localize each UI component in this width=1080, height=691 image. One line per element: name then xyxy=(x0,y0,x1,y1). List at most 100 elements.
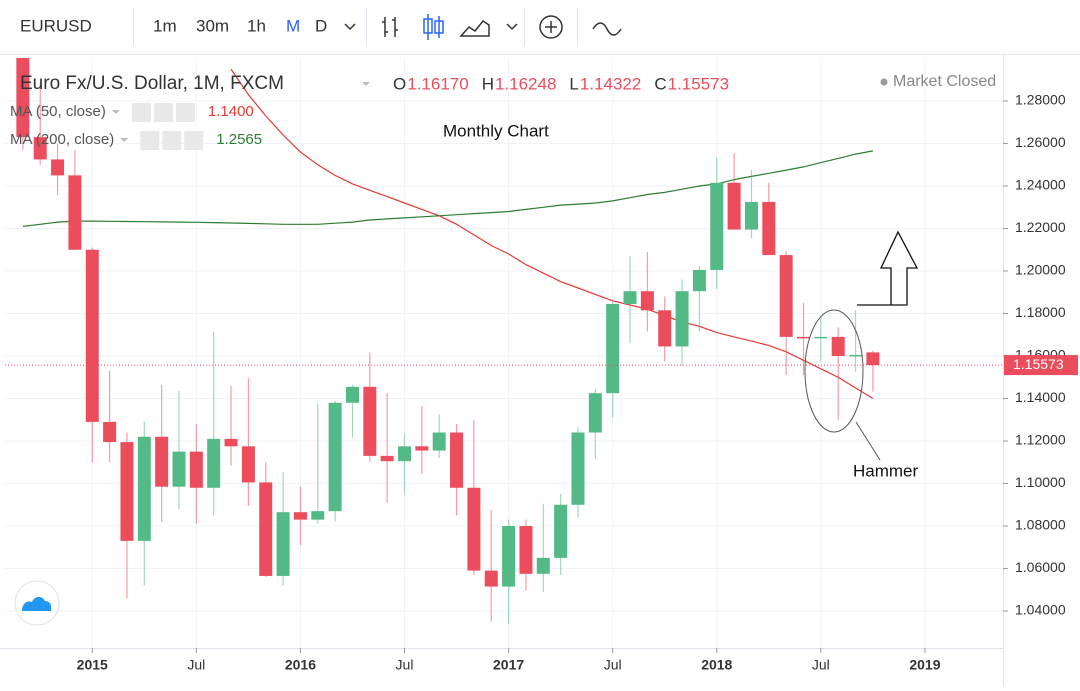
candle-body xyxy=(779,255,793,337)
y-tick-label: 1.04000 xyxy=(1015,602,1066,618)
candle-body xyxy=(831,336,845,357)
ohlc-key: H xyxy=(482,74,494,93)
candle-body xyxy=(588,393,602,433)
candle-body xyxy=(519,526,533,574)
candle-body xyxy=(744,201,758,230)
candle-body xyxy=(155,436,169,487)
y-tick-label: 1.20000 xyxy=(1015,262,1066,278)
ohlc-header: O 1.16170 H 1.16248 L 1.14322 C 1.15573 xyxy=(393,74,729,93)
candle-body xyxy=(276,512,290,576)
candle-body xyxy=(259,482,273,576)
y-tick-label: 1.22000 xyxy=(1015,219,1066,235)
x-tick-label: Jul xyxy=(604,657,622,673)
ma-line xyxy=(230,68,874,400)
candle-body xyxy=(484,570,498,587)
ohlc-value: 1.16170 xyxy=(407,74,468,93)
candle-body xyxy=(345,386,359,403)
legend-button[interactable] xyxy=(153,103,173,122)
candle-body xyxy=(467,487,481,571)
ma-line xyxy=(22,150,874,227)
x-tick-label: 2019 xyxy=(909,657,940,673)
symbol[interactable]: EURUSD xyxy=(20,16,92,35)
interval-button[interactable]: D xyxy=(315,16,327,35)
candle-body xyxy=(502,526,516,587)
compare-icon[interactable] xyxy=(592,22,622,36)
candle-body xyxy=(814,336,828,339)
candle-body xyxy=(207,438,221,488)
candle-body xyxy=(640,291,654,311)
legend-value: 1.2565 xyxy=(216,131,262,148)
candle-body xyxy=(120,442,134,541)
candle-body xyxy=(849,354,863,357)
x-tick-label: 2016 xyxy=(285,657,316,673)
x-tick-label: 2018 xyxy=(701,657,732,673)
add-indicator[interactable] xyxy=(539,15,563,39)
interval-button[interactable]: 1m xyxy=(153,16,177,35)
chart-title: Euro Fx/U.S. Dollar, 1M, FXCM xyxy=(20,73,284,94)
legend-button[interactable] xyxy=(175,103,195,122)
ohlc-value: 1.16248 xyxy=(495,74,556,93)
candle-body xyxy=(398,446,412,462)
candle-body xyxy=(172,451,186,487)
legend-value: 1.1400 xyxy=(208,103,254,120)
legend-button[interactable] xyxy=(184,131,204,150)
labels: 1.04000 1.06000 1.08000 1.10000 1.12000 1.140… xyxy=(77,92,1078,673)
dropdown-icon xyxy=(362,82,370,86)
y-tick-label: 1.26000 xyxy=(1015,134,1066,150)
y-tick-label: 1.24000 xyxy=(1015,177,1066,193)
candle-body xyxy=(658,310,672,347)
interval-button[interactable]: M xyxy=(286,16,300,35)
candle-icon[interactable] xyxy=(423,14,444,40)
candle-body xyxy=(189,451,203,488)
legend: MA (50, close) 1.1400 MA (200, close) 1.256… xyxy=(10,103,262,150)
legend-button[interactable] xyxy=(162,131,182,150)
legend-label: MA (200, close) xyxy=(10,131,114,148)
pointer-line xyxy=(855,421,881,461)
last-price-label: 1.15573 xyxy=(1013,356,1064,372)
y-tick-label: 1.08000 xyxy=(1015,517,1066,533)
legend-button[interactable] xyxy=(131,103,151,122)
annotation: Monthly Chart xyxy=(443,121,549,140)
y-tick-label: 1.06000 xyxy=(1015,559,1066,575)
candle-body xyxy=(68,175,82,250)
bar-icon[interactable] xyxy=(382,17,398,37)
legend-label: MA (50, close) xyxy=(10,103,106,120)
up-arrow xyxy=(857,230,919,306)
plot xyxy=(5,58,1003,624)
x-tick-label: Jul xyxy=(187,657,205,673)
candle-body xyxy=(536,557,550,574)
candle-body xyxy=(380,455,394,462)
legend-dropdown[interactable] xyxy=(111,110,120,114)
highlight-ellipse xyxy=(804,309,864,433)
candle-body xyxy=(727,182,741,230)
candle-body xyxy=(85,249,99,422)
y-tick-label: 1.14000 xyxy=(1015,389,1066,405)
y-tick-label: 1.18000 xyxy=(1015,304,1066,320)
candle-body xyxy=(51,159,65,176)
y-tick-label: 1.28000 xyxy=(1015,92,1066,108)
dropdown-icon[interactable] xyxy=(344,23,356,31)
candle-body xyxy=(415,446,429,451)
candle-body xyxy=(675,291,689,347)
ohlc-value: 1.14322 xyxy=(580,74,641,93)
candle-body xyxy=(432,432,446,451)
y-tick-label: 1.10000 xyxy=(1015,474,1066,490)
legend-button[interactable] xyxy=(140,131,160,150)
ohlc-value: 1.15573 xyxy=(668,74,729,93)
area-icon[interactable] xyxy=(459,19,490,37)
candle-body xyxy=(33,137,47,160)
candle-body xyxy=(710,182,724,270)
candle-body xyxy=(450,432,464,488)
market-status: Market Closed xyxy=(893,73,996,90)
interval-button[interactable]: 1h xyxy=(247,16,266,35)
interval-button[interactable]: 30m xyxy=(196,16,229,35)
dropdown-icon[interactable] xyxy=(506,23,518,31)
legend-dropdown[interactable] xyxy=(120,138,129,142)
last-price-tag xyxy=(1004,355,1078,376)
candle-body xyxy=(363,386,377,456)
status-dot xyxy=(880,78,888,86)
interval-group: 1m 30m 1h M D xyxy=(153,16,327,35)
candle-body xyxy=(606,303,620,394)
